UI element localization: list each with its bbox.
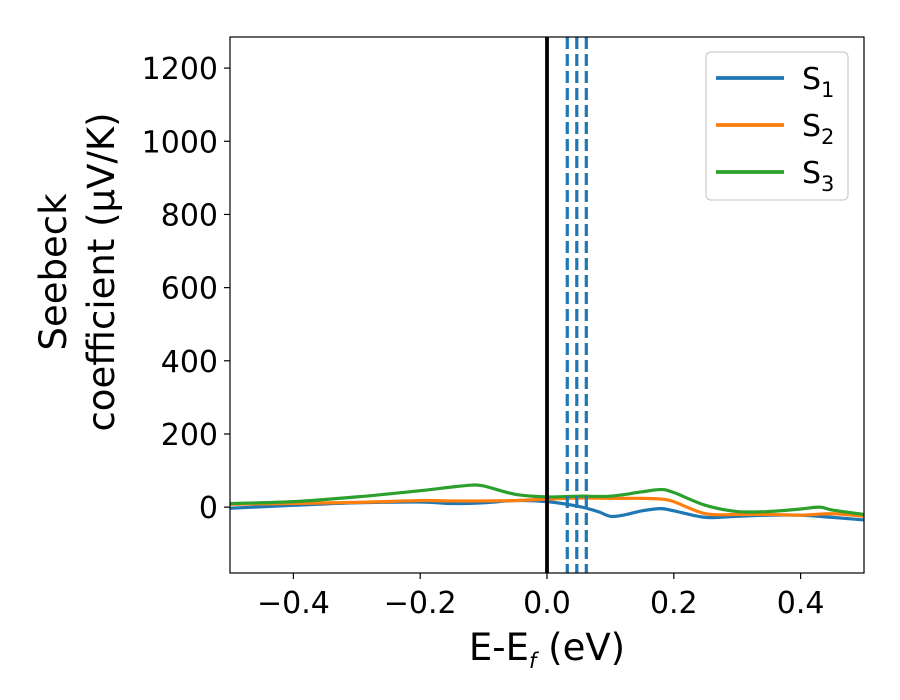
x-axis-ticks: −0.4 −0.2 0.0 0.2 0.4: [257, 573, 824, 621]
reference-lines: [545, 37, 588, 573]
y-tick-label: 1200: [142, 52, 218, 87]
x-tick-label: −0.4: [257, 586, 330, 621]
legend: S1 S2 S3: [705, 51, 849, 201]
y-tick-label: 0: [199, 491, 218, 526]
y-tick-label: 600: [161, 272, 218, 307]
y-axis-label-line1: Seebeck: [32, 193, 75, 351]
y-axis-label-line2: coefficient (μV/K): [80, 112, 123, 431]
x-tick-label: −0.2: [384, 586, 457, 621]
x-tick-label: 0.4: [777, 586, 825, 621]
y-tick-label: 400: [161, 345, 218, 380]
legend-label-s2: S2: [802, 109, 834, 149]
x-tick-label: 0.2: [650, 586, 698, 621]
series-line-s2: [230, 496, 864, 518]
series-layer: [230, 483, 864, 522]
y-tick-label: 800: [161, 198, 218, 233]
legend-label-s1: S1: [802, 62, 834, 102]
y-tick-label: 200: [161, 418, 218, 453]
x-tick-label: 0.0: [523, 586, 571, 621]
y-axis-ticks: 0 200 400 600 800 1000 1200: [142, 52, 230, 526]
x-axis-label: E-Ef (eV): [469, 626, 625, 673]
series-line-s3: [230, 483, 864, 517]
legend-label-s3: S3: [802, 156, 834, 196]
y-tick-label: 1000: [142, 125, 218, 160]
